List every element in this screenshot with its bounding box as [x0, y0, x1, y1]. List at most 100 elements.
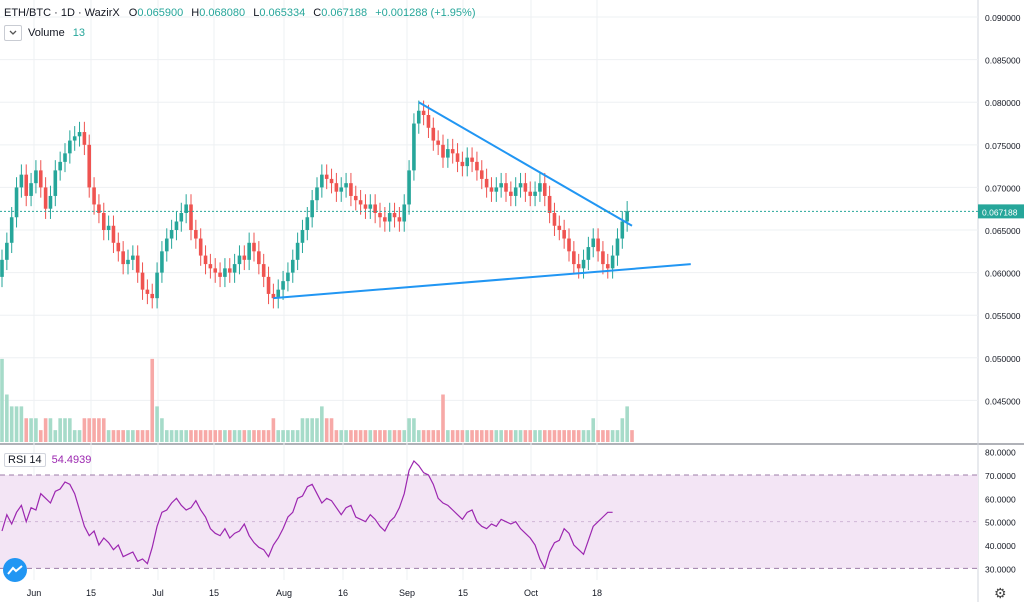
candle-body[interactable]	[363, 204, 368, 209]
candle-body[interactable]	[576, 264, 581, 269]
candle-body[interactable]	[407, 170, 411, 205]
candle-body[interactable]	[416, 110, 421, 124]
candle-body[interactable]	[145, 289, 150, 294]
candle-body[interactable]	[106, 225, 111, 231]
collapse-button[interactable]	[4, 25, 22, 41]
candle-body[interactable]	[383, 217, 387, 222]
candle-body[interactable]	[14, 187, 19, 218]
candle-body[interactable]	[479, 170, 484, 179]
candle-body[interactable]	[281, 281, 285, 290]
candle-body[interactable]	[596, 238, 600, 252]
candle-body[interactable]	[58, 161, 62, 171]
candle-body[interactable]	[194, 230, 198, 239]
candle-body[interactable]	[378, 212, 382, 218]
trendline-resistance[interactable]	[418, 101, 633, 227]
candle-body[interactable]	[101, 212, 106, 231]
candle-body[interactable]	[567, 238, 571, 252]
candle-body[interactable]	[509, 191, 513, 196]
candle-body[interactable]	[72, 136, 77, 141]
main-pane[interactable]	[0, 0, 978, 443]
candle-body[interactable]	[203, 255, 208, 265]
candle-body[interactable]	[164, 238, 169, 252]
candle-body[interactable]	[373, 204, 377, 213]
candle-body[interactable]	[24, 174, 29, 196]
trendline-support[interactable]	[273, 263, 691, 300]
candle-body[interactable]	[542, 183, 547, 196]
volume-label[interactable]: Volume	[28, 27, 65, 39]
candle-body[interactable]	[135, 255, 140, 273]
candle-body[interactable]	[320, 174, 324, 188]
candle-body[interactable]	[0, 259, 4, 277]
candle-body[interactable]	[266, 276, 271, 294]
candle-body[interactable]	[29, 183, 33, 196]
candle-body[interactable]	[310, 200, 314, 218]
candle-body[interactable]	[295, 242, 300, 260]
rsi-label[interactable]: RSI 14	[4, 453, 46, 467]
candle-body[interactable]	[271, 293, 276, 299]
candle-body[interactable]	[232, 264, 237, 273]
candle-body[interactable]	[257, 251, 261, 265]
candle-body[interactable]	[198, 238, 203, 256]
candle-body[interactable]	[116, 242, 121, 252]
candle-body[interactable]	[126, 259, 130, 265]
candle-body[interactable]	[9, 217, 14, 243]
candle-body[interactable]	[315, 187, 319, 201]
candle-body[interactable]	[97, 204, 101, 213]
candle-body[interactable]	[223, 268, 227, 277]
candle-body[interactable]	[48, 195, 53, 209]
candle-body[interactable]	[518, 183, 523, 188]
candle-body[interactable]	[450, 149, 455, 154]
candle-body[interactable]	[397, 217, 402, 222]
candle-body[interactable]	[179, 212, 184, 222]
candle-body[interactable]	[300, 230, 305, 243]
candle-body[interactable]	[63, 153, 67, 162]
candle-body[interactable]	[533, 191, 537, 196]
candle-body[interactable]	[412, 123, 416, 171]
candle-body[interactable]	[392, 212, 397, 218]
candle-body[interactable]	[557, 225, 562, 231]
candle-body[interactable]	[552, 212, 557, 226]
candle-body[interactable]	[494, 187, 499, 192]
candle-body[interactable]	[276, 289, 281, 299]
candle-body[interactable]	[77, 132, 82, 137]
candle-body[interactable]	[169, 230, 174, 239]
candle-body[interactable]	[465, 157, 470, 167]
candle-body[interactable]	[329, 178, 334, 184]
candle-body[interactable]	[426, 115, 431, 128]
candle-body[interactable]	[591, 238, 596, 248]
candle-body[interactable]	[252, 242, 256, 252]
candle-body[interactable]	[513, 187, 518, 196]
candle-body[interactable]	[615, 238, 620, 256]
candle-body[interactable]	[261, 264, 266, 277]
candle-body[interactable]	[247, 242, 251, 260]
candle-body[interactable]	[174, 221, 179, 231]
candle-body[interactable]	[353, 195, 358, 201]
candle-body[interactable]	[475, 161, 479, 171]
candle-body[interactable]	[121, 251, 125, 265]
candle-body[interactable]	[82, 132, 87, 145]
candle-body[interactable]	[290, 259, 295, 273]
candle-body[interactable]	[38, 170, 43, 188]
candle-body[interactable]	[620, 221, 625, 239]
candle-body[interactable]	[87, 144, 92, 188]
candle-body[interactable]	[131, 255, 135, 260]
candle-body[interactable]	[43, 187, 48, 209]
candle-body[interactable]	[227, 268, 232, 273]
candle-body[interactable]	[421, 110, 426, 116]
candle-body[interactable]	[499, 183, 503, 188]
candle-body[interactable]	[455, 153, 460, 162]
candle-body[interactable]	[53, 170, 58, 196]
candle-body[interactable]	[441, 144, 445, 158]
candle-body[interactable]	[218, 272, 222, 277]
candle-body[interactable]	[237, 255, 242, 265]
candle-body[interactable]	[208, 264, 213, 269]
candle-body[interactable]	[572, 251, 576, 265]
candle-body[interactable]	[324, 174, 329, 179]
symbol-title[interactable]: ETH/BTC · 1D · WazirX	[4, 7, 120, 19]
candle-body[interactable]	[344, 183, 348, 188]
candle-body[interactable]	[155, 272, 159, 299]
candle-body[interactable]	[160, 251, 164, 273]
candle-body[interactable]	[610, 255, 615, 269]
candle-body[interactable]	[339, 187, 344, 192]
candle-body[interactable]	[489, 187, 494, 192]
